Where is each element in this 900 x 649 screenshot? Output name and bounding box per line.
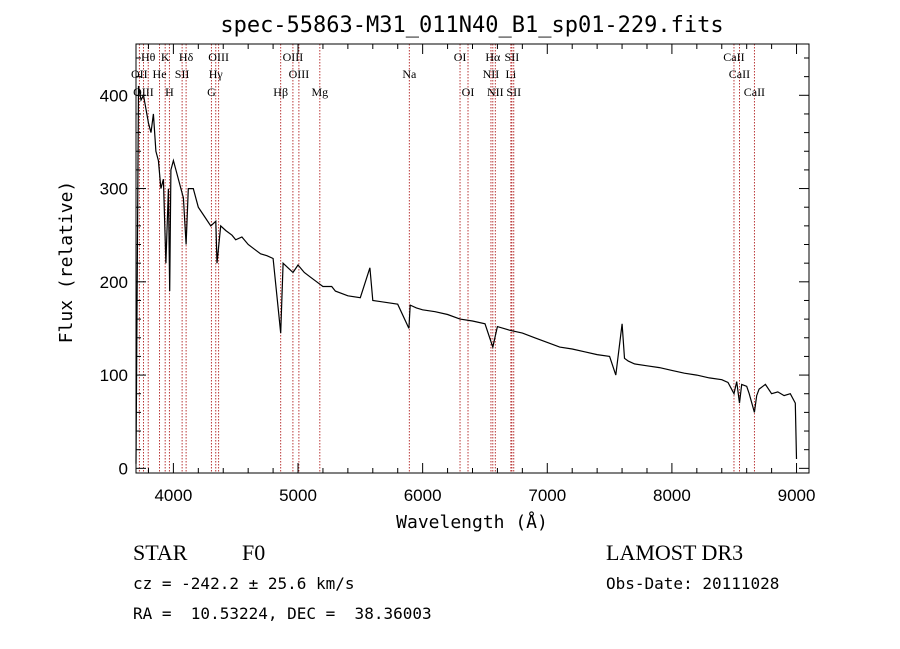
spectral-line-label: K	[161, 50, 170, 64]
spectral-line-label: OI	[454, 50, 467, 64]
spectral-line-label: He	[153, 67, 167, 81]
spectral-line-label: CaII	[744, 85, 765, 99]
spectral-line-label: Na	[402, 67, 417, 81]
y-tick-label: 300	[100, 180, 128, 199]
spectral-line-label: SII	[506, 85, 521, 99]
object-class: STAR	[133, 540, 188, 565]
spectral-line-label: G	[207, 85, 216, 99]
spectral-line-label: Li	[506, 67, 517, 81]
plot-frame	[135, 43, 810, 474]
y-axis-label: Flux (relative)	[56, 181, 77, 344]
x-tick-label: 5000	[279, 486, 317, 505]
axis-ticks: 4000 5000 6000 7000 8000 9000 0 100 200 300 400	[100, 44, 816, 505]
x-tick-label: 7000	[528, 486, 566, 505]
spectral-line-label: SII	[175, 67, 190, 81]
x-axis-label: Wavelength (Å)	[396, 511, 548, 533]
y-tick-label: 400	[100, 86, 128, 105]
x-tick-label: 6000	[404, 486, 442, 505]
y-tick-label: 200	[100, 273, 128, 292]
spectral-line-label: SII	[505, 50, 520, 64]
spectral-line-label: CaII	[729, 67, 750, 81]
redshift-readout: cz = -242.2 ± 25.6 km/s	[133, 574, 355, 593]
spectral-line-label: CaII	[723, 50, 744, 64]
x-tick-label: 4000	[154, 486, 192, 505]
spectral-line-label: OII	[131, 67, 148, 81]
spectral-line-label: OIII	[208, 50, 229, 64]
spectral-line-label: OIII	[283, 50, 304, 64]
survey-name: LAMOST DR3	[606, 540, 744, 565]
y-tick-label: 0	[119, 459, 128, 478]
spectral-line-markers	[138, 44, 755, 473]
spectrum-line	[135, 85, 798, 464]
chart-title: spec-55863-M31_011N40_B1_sp01-229.fits	[220, 13, 723, 38]
spectral-line-label: NII	[487, 85, 504, 99]
spectral-line-label: Hθ	[141, 50, 156, 64]
obs-date: Obs-Date: 20111028	[606, 574, 780, 593]
y-tick-label: 100	[100, 366, 128, 385]
spectral-line-label: Hβ	[273, 85, 288, 99]
spectral-line-label: Hγ	[209, 67, 224, 81]
spectral-line-labels: Hθ K Hδ OIII OIII OI Hα SII CaII OII He SII Hγ OIII Na…	[131, 50, 765, 99]
spectral-line-label: Hδ	[179, 50, 194, 64]
spectral-line-label: Hα	[485, 50, 501, 64]
x-tick-label: 9000	[778, 486, 816, 505]
x-tick-label: 8000	[653, 486, 691, 505]
coordinates-readout: RA = 10.53224, DEC = 38.36003	[133, 604, 432, 623]
spectral-line-label: NII	[483, 67, 500, 81]
spectral-line-label: Mg	[311, 85, 328, 99]
spectral-line-label: H	[165, 85, 174, 99]
spectral-line-label: OIII	[289, 67, 310, 81]
object-subclass: F0	[242, 540, 266, 565]
spectral-line-label: OI	[462, 85, 475, 99]
